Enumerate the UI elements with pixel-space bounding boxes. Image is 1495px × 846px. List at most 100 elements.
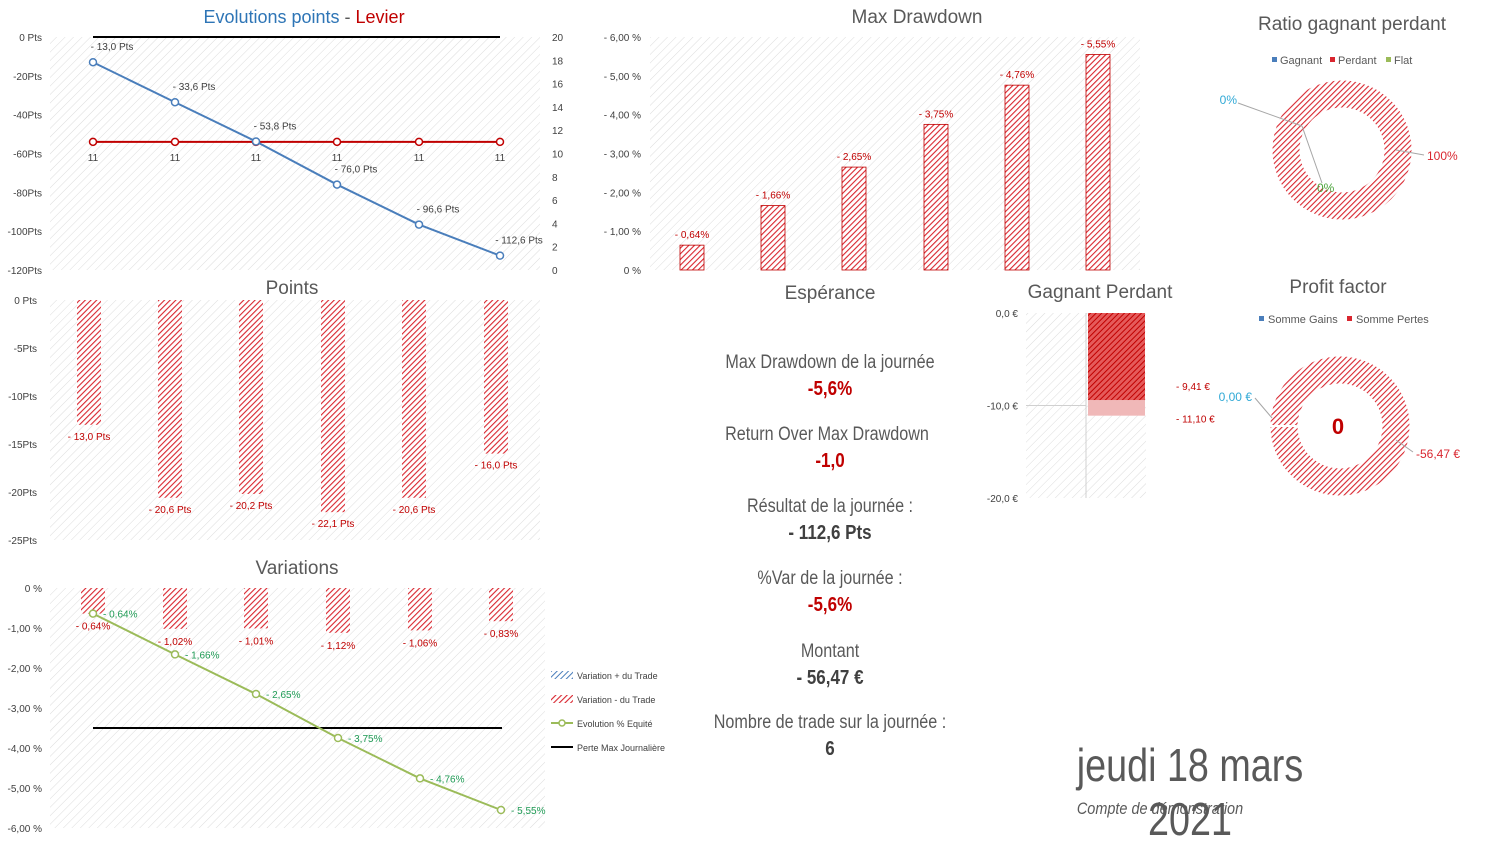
points-y-tick: -15Pts (8, 440, 37, 451)
kpi-amount-label: Montant (800, 641, 860, 662)
max-drawdown-bar-label: - 2,65% (837, 152, 872, 163)
evolution-y-tick: -120Pts (8, 266, 42, 277)
max-drawdown-bar (679, 244, 705, 271)
points-bar (158, 300, 182, 498)
ratio-title: Ratio gagnant perdant (1258, 14, 1447, 35)
variations-equity-label: - 5,55% (511, 806, 546, 817)
max-drawdown-y-tick: - 5,00 % (604, 72, 641, 83)
points-bar (239, 300, 263, 494)
legend-label-variation-plus: Variation + du Trade (577, 671, 658, 681)
evolution-y2-tick: 20 (552, 33, 564, 44)
variations-y-tick: -1,00 % (8, 624, 43, 635)
kpi-amount-value: - 56,47 € (796, 667, 864, 689)
max-drawdown-bar-label: - 0,64% (675, 230, 710, 241)
kpi-max-drawdown-label: Max Drawdown de la journée (725, 352, 935, 373)
variations-title: Variations (255, 558, 338, 579)
evolution-y2-tick: 10 (552, 150, 564, 161)
variations-bar (163, 588, 187, 629)
evolution-plot-area (50, 37, 540, 270)
variations-bar (81, 588, 105, 614)
kpi-var-value: -5,6% (807, 594, 853, 616)
evolution-levier-point (88, 137, 98, 147)
evolution-points-label: - 33,6 Pts (173, 82, 216, 93)
evolution-points-point (332, 180, 342, 189)
ratio-legend-swatch-gagnant (1272, 57, 1277, 62)
evolution-points-label: - 13,0 Pts (91, 42, 134, 53)
evolution-points-line (92, 61, 501, 257)
gagnant-perdant-label: - 11,10 € (1176, 415, 1215, 426)
legend-label-variation-minus: Variation - du Trade (577, 695, 655, 705)
variations-chart: Variations Variation + du Trade Variatio… (8, 558, 666, 835)
variations-equity-point (88, 609, 98, 618)
ratio-label-perdant: 100% (1427, 149, 1458, 163)
points-bar-label: - 13,0 Pts (68, 432, 111, 443)
pf-legend-swatch-pertes (1347, 316, 1352, 321)
variations-y-tick: -4,00 % (8, 744, 43, 755)
max-drawdown-y-tick: - 6,00 % (604, 33, 641, 44)
variations-bar-label: - 0,64% (76, 622, 111, 633)
evolution-y-tick: -80Pts (13, 188, 42, 199)
evolution-points-point (251, 137, 261, 146)
kpi-result-label: Résultat de la journée : (746, 496, 914, 517)
points-bar-label: - 20,6 Pts (149, 505, 192, 516)
ratio-legend-perdant: Perdant (1338, 55, 1377, 67)
kpi-romd-label: Return Over Max Drawdown (725, 424, 929, 445)
evolution-levier-point (170, 137, 180, 147)
variations-equity-label: - 2,65% (266, 690, 301, 701)
gagnant-perdant-y-tick: 0,0 € (996, 309, 1019, 320)
max-drawdown-bar (760, 205, 786, 271)
points-bar-label: - 22,1 Pts (312, 519, 355, 530)
max-drawdown-bar (1085, 54, 1111, 271)
gagnant-perdant-bar-extra (1088, 400, 1145, 416)
legend-swatch-variation-plus (551, 671, 573, 679)
evolution-levier-label: 11 (88, 153, 99, 164)
kpi-result-value: - 112,6 Pts (788, 522, 872, 544)
evolution-y2-tick: 8 (552, 173, 558, 184)
evolution-y2-tick: 16 (552, 80, 564, 91)
evolution-levier-label: 11 (414, 153, 425, 164)
points-bar (484, 300, 508, 454)
variations-y-tick: -2,00 % (8, 664, 43, 675)
max-drawdown-y-tick: - 2,00 % (604, 188, 641, 199)
variations-bar (326, 588, 350, 633)
pf-leader-gains (1254, 397, 1273, 419)
evolution-levier-point (414, 137, 424, 147)
ratio-legend-swatch-flat (1386, 57, 1391, 62)
max-drawdown-bar-label: - 3,75% (919, 109, 954, 120)
max-drawdown-bar-label: - 5,55% (1081, 39, 1116, 50)
points-y-tick: -25Pts (8, 536, 37, 547)
gagnant-perdant-bar-perdant (1088, 313, 1145, 401)
pf-leader-pertes (1395, 439, 1414, 453)
evolution-y-tick: -100Pts (8, 227, 42, 238)
variations-legend: Variation + du Trade Variation - du Trad… (551, 671, 665, 753)
gagnant-perdant-chart: Gagnant Perdant 0,0 € -10,0 € -20,0 € - 9,4… (987, 282, 1215, 505)
variations-bar-label: - 1,12% (321, 641, 356, 652)
date-label: jeudi 18 mars 2021 (1076, 739, 1304, 845)
points-y-tick: -10Pts (8, 392, 37, 403)
ratio-legend-flat: Flat (1394, 55, 1412, 67)
gagnant-perdant-label: - 9,41 € (1176, 382, 1210, 393)
points-chart: Points 0 Pts -5Pts -10Pts -15Pts -20Pts -25Pt… (8, 278, 540, 547)
variations-equity-label: - 4,76% (430, 774, 465, 785)
evolution-title: Evolutions points - Levier (203, 7, 404, 27)
variations-bar-label: - 1,02% (158, 637, 193, 648)
points-bar-label: - 20,6 Pts (393, 505, 436, 516)
evolution-points-label: - 76,0 Pts (335, 165, 378, 176)
variations-y-tick: 0 % (25, 584, 42, 595)
ratio-legend-swatch-perdant (1330, 57, 1335, 62)
variations-bar-label: - 0,83% (484, 629, 519, 640)
pf-legend-pertes: Somme Pertes (1356, 314, 1429, 326)
evolution-y-tick: -60Pts (13, 150, 42, 161)
points-bar (402, 300, 426, 498)
variations-equity-line (92, 612, 502, 811)
variations-y-tick: -6,00 % (8, 824, 43, 835)
evolution-points-label: - 53,8 Pts (254, 121, 297, 132)
pf-label-gains: 0,00 € (1219, 390, 1253, 404)
legend-label-max-loss: Perte Max Journalière (577, 743, 665, 753)
evolution-y-tick: -40Pts (13, 111, 42, 122)
points-y-tick: -20Pts (8, 488, 37, 499)
pf-center-value: 0 (1332, 414, 1344, 439)
kpi-trades-value: 6 (825, 738, 835, 760)
ratio-chart: Ratio gagnant perdant Gagnant Perdant Fl… (1220, 14, 1458, 220)
evolution-y2-tick: 14 (552, 103, 564, 114)
